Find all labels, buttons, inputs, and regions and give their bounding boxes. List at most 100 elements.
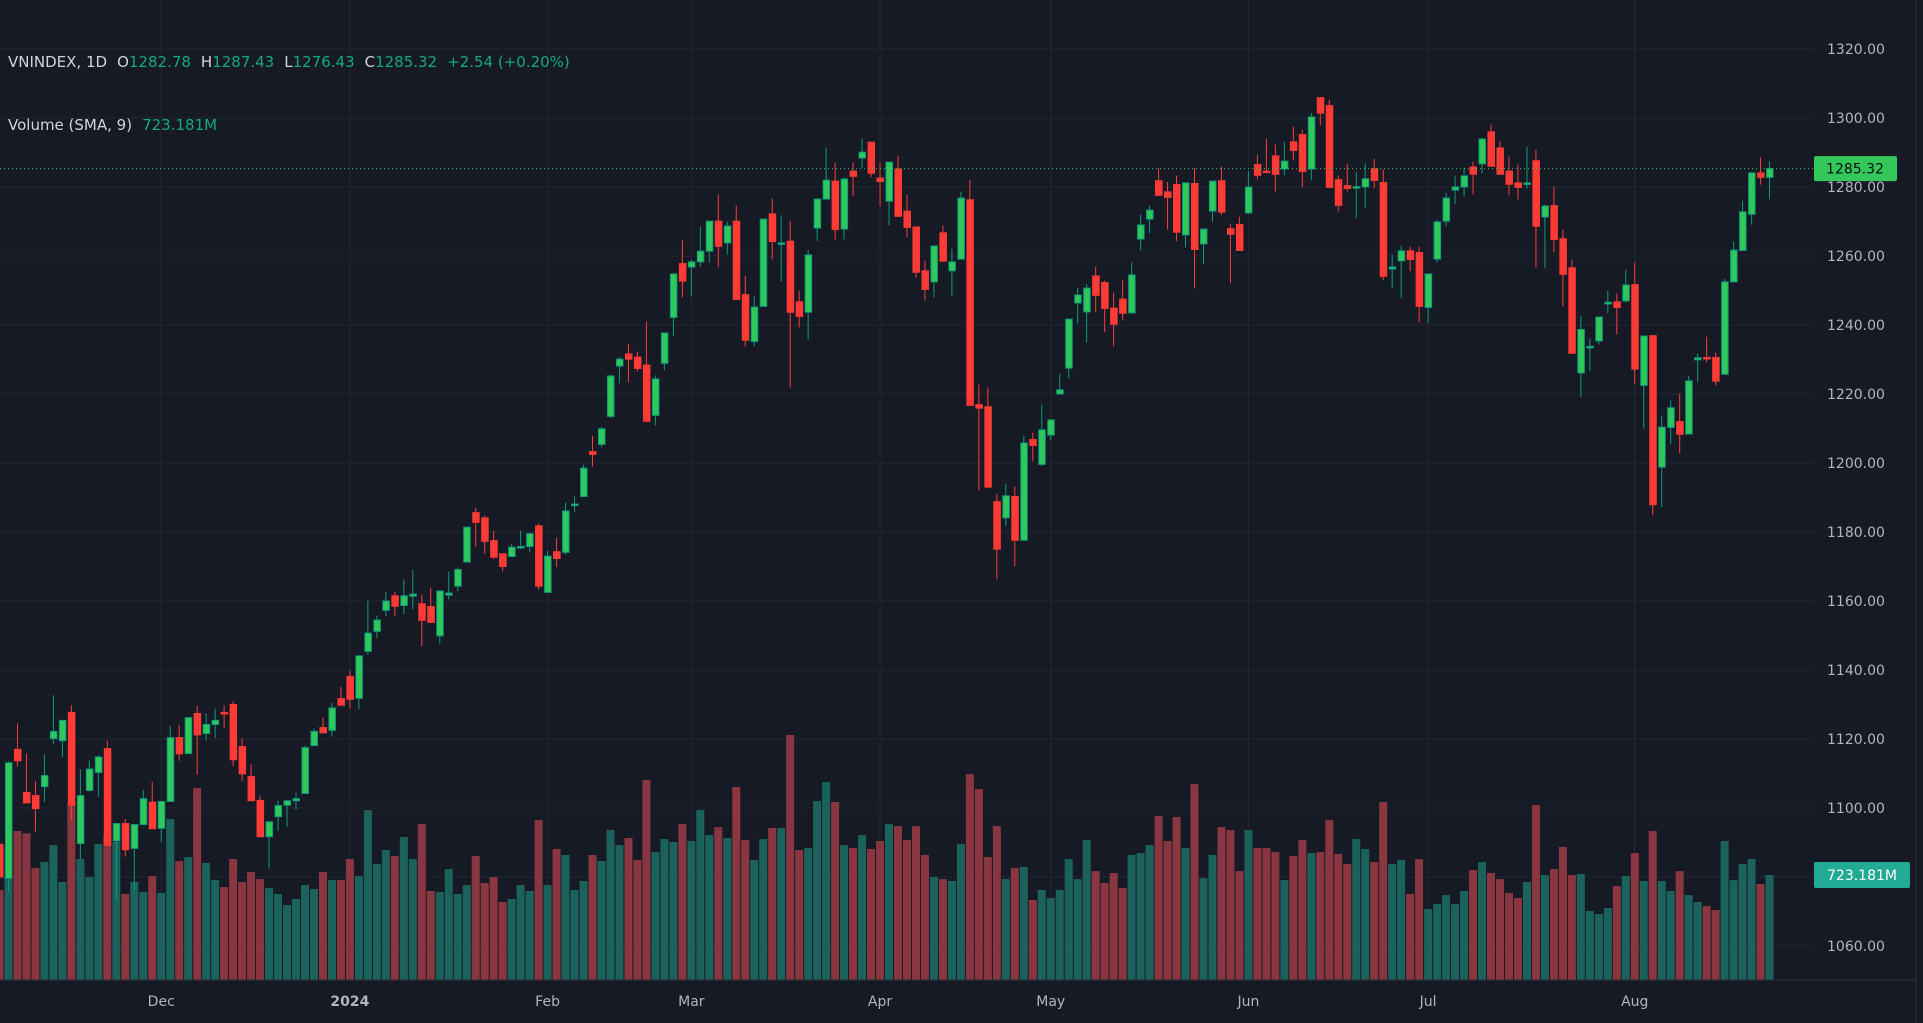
volume-bar [363, 810, 372, 980]
candle-up [1730, 241, 1738, 283]
candle-body [1433, 221, 1442, 260]
candle-body [1694, 357, 1702, 361]
volume-bar [1522, 881, 1531, 980]
price-axis-labels: 1320.00 1300.00 1280.00 1260.00 1240.00 1220.… [1827, 42, 1885, 955]
candle-body [184, 717, 193, 754]
candle-down [984, 387, 992, 488]
candle-body [1469, 166, 1478, 175]
candle-body [22, 791, 31, 804]
volume-bar [1630, 853, 1639, 980]
candle-up [1020, 435, 1028, 541]
candle-body [508, 546, 516, 557]
candle-up [822, 147, 831, 200]
candle-body [795, 301, 804, 317]
volume-bar [759, 839, 768, 980]
candle-up [202, 713, 211, 741]
candle-up [1748, 172, 1756, 225]
candle-body [768, 213, 777, 243]
candle-up [1307, 112, 1316, 181]
candle-body [948, 261, 956, 272]
candle-body [885, 161, 894, 202]
volume-bar [238, 881, 247, 980]
candle-body [1442, 197, 1451, 222]
candle-up [858, 138, 867, 169]
volume-bar [813, 801, 822, 980]
volume-bar [660, 839, 669, 980]
candle-body [1613, 301, 1621, 308]
volume-bar [786, 735, 795, 980]
candle-body [148, 801, 157, 830]
candle-body [1235, 224, 1244, 251]
candle-up [1442, 192, 1451, 227]
volume-bar [1720, 841, 1729, 980]
volume-bar [1567, 875, 1576, 980]
candle-body [1523, 182, 1531, 185]
candle-down [1631, 262, 1639, 385]
candle-body [499, 553, 507, 567]
candle-down [427, 587, 435, 623]
candle-up [76, 769, 85, 860]
time-tick-label: Jun [1236, 994, 1259, 1010]
volume-bar [1037, 889, 1046, 980]
candle-body [175, 737, 184, 755]
candle-body [1379, 182, 1388, 277]
candle-body [1307, 116, 1316, 170]
candle-body [364, 632, 372, 652]
candle-body [867, 141, 876, 174]
candle-down [795, 290, 804, 328]
candle-body [1622, 284, 1630, 302]
volume-bar [139, 892, 148, 980]
candle-down [1101, 280, 1109, 333]
candle-down [1011, 486, 1019, 567]
volume-bar [840, 845, 849, 980]
volume-bar [1765, 875, 1774, 980]
candle-up [382, 591, 390, 617]
volume-bar [1226, 830, 1235, 980]
volume-bar [1531, 805, 1540, 980]
volume-bar [1262, 848, 1271, 980]
candle-body [229, 704, 238, 761]
volume-bar [543, 885, 552, 980]
candle-body [597, 428, 606, 445]
volume-bar [85, 877, 94, 980]
volume-bar [22, 833, 31, 980]
candle-body [1676, 421, 1684, 435]
candle-body [1757, 172, 1765, 178]
candle-body [1343, 185, 1352, 189]
candle-down [1532, 149, 1540, 268]
candle-body [13, 748, 22, 762]
candle-up [1137, 214, 1145, 251]
volume-bar [1666, 890, 1675, 980]
candle-body [1253, 164, 1262, 176]
symbol-label: VNINDEX, 1D [8, 53, 108, 71]
candle-down [1173, 175, 1181, 242]
volume-bar [1100, 883, 1109, 980]
candle-down [1505, 156, 1513, 196]
volume-bar [193, 788, 202, 980]
volume-bar [1729, 880, 1738, 980]
candle-down [229, 701, 238, 766]
candle-body [957, 197, 965, 260]
volume-bar [121, 894, 130, 980]
volume-bar [1127, 854, 1136, 980]
candle-up [355, 655, 363, 710]
candle-down [912, 226, 920, 278]
candle-body [1649, 335, 1657, 506]
candle-body [750, 306, 759, 343]
candle-body [1146, 209, 1154, 220]
price-tick-label: 1120.00 [1827, 732, 1885, 748]
candle-up [409, 569, 417, 610]
candle-up [1199, 228, 1208, 265]
candle-body [265, 821, 274, 838]
candle-up [759, 218, 768, 307]
candle-body [274, 805, 283, 818]
candle-body [912, 226, 920, 273]
volume-bar [1109, 872, 1118, 980]
price-tick-label: 1060.00 [1827, 939, 1885, 955]
price-tick-label: 1280.00 [1827, 180, 1885, 196]
candle-body [1586, 345, 1594, 349]
candle-down [678, 239, 687, 298]
candle-down [1469, 161, 1478, 195]
volume-bar [274, 894, 283, 980]
